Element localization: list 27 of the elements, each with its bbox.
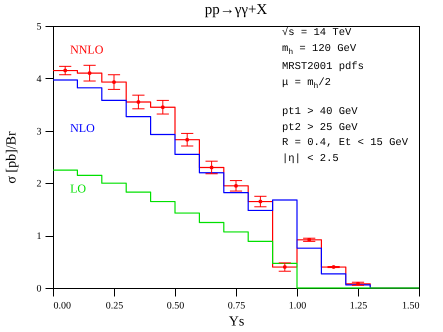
- annotation: R = 0.4, Et < 15 GeV: [282, 136, 408, 152]
- series-label: NNLO: [70, 42, 104, 57]
- annotation: MRST2001 pdfs: [282, 60, 365, 76]
- annotation: m$_{h}$ = 120 GeV: [282, 42, 358, 59]
- series-label: LO: [70, 181, 86, 196]
- annotation: pt1 > 40 GeV: [282, 105, 359, 120]
- series-label: NLO: [70, 121, 96, 136]
- x-tick-label: 0.25: [106, 300, 124, 312]
- x-tick-label: 1.25: [350, 300, 368, 312]
- annotation: pt2 > 25 GeV: [282, 120, 359, 136]
- annotation: μ = m$_{h}$/2: [282, 76, 332, 93]
- x-axis-title: Ys: [228, 314, 244, 330]
- x-tick-label: 1.50: [402, 300, 420, 312]
- y-tick-label: 4: [36, 74, 42, 85]
- x-tick-label: 1.00: [288, 300, 306, 312]
- y-tick-label: 0: [36, 284, 42, 294]
- x-tick-label: 0.50: [166, 300, 184, 312]
- x-tick-label: 0.75: [228, 300, 246, 312]
- y-tick-label: 2: [36, 178, 42, 190]
- y-tick-label: 3: [36, 126, 42, 138]
- y-axis-title: σ [pb]/Br: [4, 131, 20, 184]
- y-tick-label: 5: [36, 22, 42, 32]
- annotation: √s = 14 TeV: [282, 26, 352, 41]
- annotation: |η| < 2.5: [282, 152, 340, 167]
- chart-title: pp→γγ+X: [204, 2, 268, 18]
- x-tick-label: 0.00: [54, 300, 71, 312]
- y-tick-label: 1: [36, 231, 42, 242]
